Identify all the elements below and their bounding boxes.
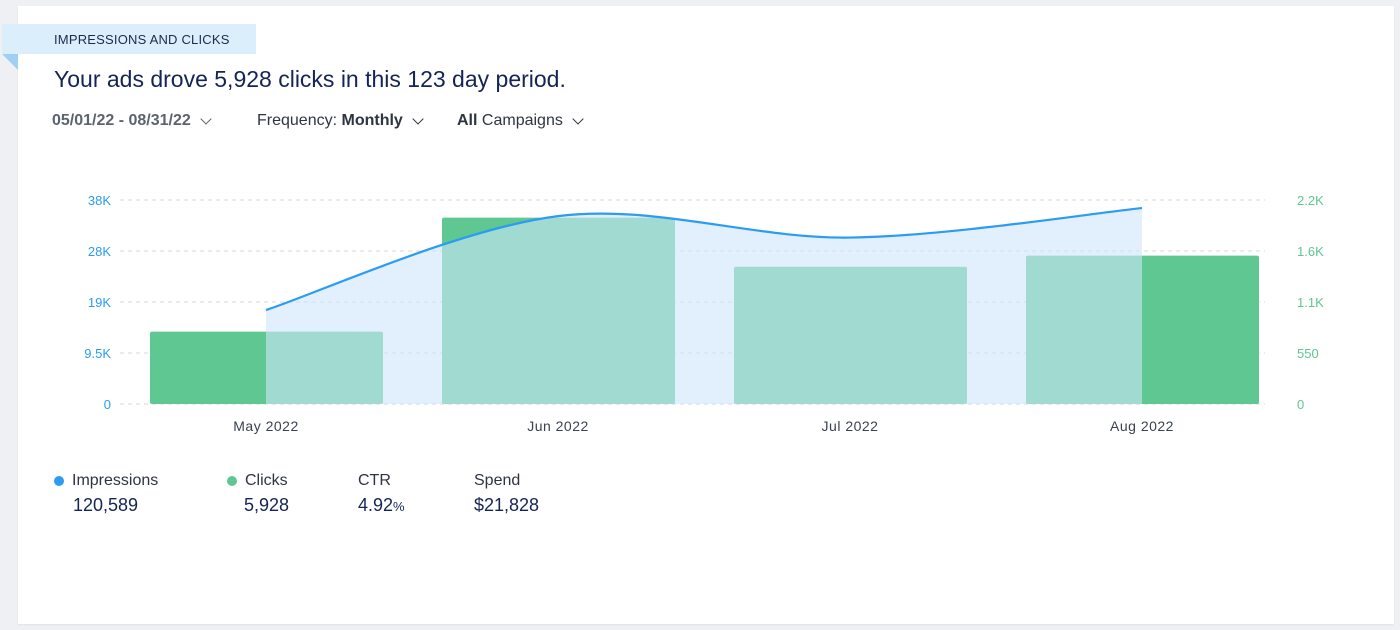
legend-value: 120,589 bbox=[73, 495, 139, 515]
right-axis-tick-label: 1.1K bbox=[1297, 295, 1324, 310]
left-axis-tick-label: 38K bbox=[88, 193, 111, 208]
legend-label: Clicks bbox=[245, 472, 288, 489]
date-range-dropdown[interactable]: 05/01/22 - 08/31/22 bbox=[52, 112, 212, 130]
legend-label: CTR bbox=[358, 472, 391, 489]
frequency-value: Monthly bbox=[341, 112, 403, 129]
date-range-value: 05/01/22 - 08/31/22 bbox=[52, 112, 191, 129]
area-impressions bbox=[266, 208, 1142, 404]
section-ribbon: IMPRESSIONS AND CLICKS bbox=[2, 24, 256, 54]
frequency-dropdown[interactable]: Frequency: Monthly bbox=[257, 112, 424, 130]
legend-spend: Spend $21,828 bbox=[474, 472, 539, 516]
impressions-dot-icon bbox=[54, 476, 64, 486]
x-axis-tick-label: May 2022 bbox=[233, 418, 298, 434]
clicks-dot-icon bbox=[227, 476, 237, 486]
legend-value: 4.92 bbox=[358, 495, 394, 515]
section-label: IMPRESSIONS AND CLICKS bbox=[54, 32, 230, 47]
page-title: Your ads drove 5,928 clicks in this 123 … bbox=[54, 66, 566, 92]
ribbon-fold bbox=[2, 54, 18, 70]
x-axis-tick-label: Jul 2022 bbox=[822, 418, 879, 434]
right-axis-tick-label: 550 bbox=[1297, 346, 1319, 361]
campaigns-label: Campaigns bbox=[481, 112, 563, 129]
left-axis-tick-label: 28K bbox=[88, 244, 111, 259]
right-axis-tick-label: 0 bbox=[1297, 397, 1304, 412]
legend-label: Impressions bbox=[72, 472, 159, 489]
left-axis-tick-label: 19K bbox=[88, 295, 111, 310]
legend-clicks: Clicks 5,928 bbox=[227, 472, 289, 516]
campaigns-dropdown[interactable]: All Campaigns bbox=[457, 112, 584, 130]
impressions-clicks-chart: 0 9.5K 19K 28K 38K 0 550 1.1K 1.6K 2.2K May 2022… bbox=[84, 193, 1324, 434]
line-impressions bbox=[265, 206, 1143, 312]
x-axis-tick-label: Jun 2022 bbox=[527, 418, 589, 434]
left-axis-tick-label: 9.5K bbox=[84, 346, 111, 361]
campaigns-value: All bbox=[457, 112, 478, 129]
right-axis-tick-label: 1.6K bbox=[1297, 244, 1324, 259]
frequency-label: Frequency: bbox=[257, 112, 338, 129]
legend-ctr: CTR 4.92% bbox=[358, 472, 405, 516]
legend-value: $21,828 bbox=[474, 495, 540, 515]
right-axis-tick-label: 2.2K bbox=[1297, 193, 1324, 208]
x-axis-tick-label: Aug 2022 bbox=[1110, 418, 1174, 434]
legend-value: 5,928 bbox=[244, 495, 290, 515]
legend-label: Spend bbox=[474, 472, 521, 489]
legend-impressions: Impressions 120,589 bbox=[54, 472, 158, 516]
legend-suffix: % bbox=[393, 499, 405, 514]
left-axis-tick-label: 0 bbox=[104, 397, 111, 412]
